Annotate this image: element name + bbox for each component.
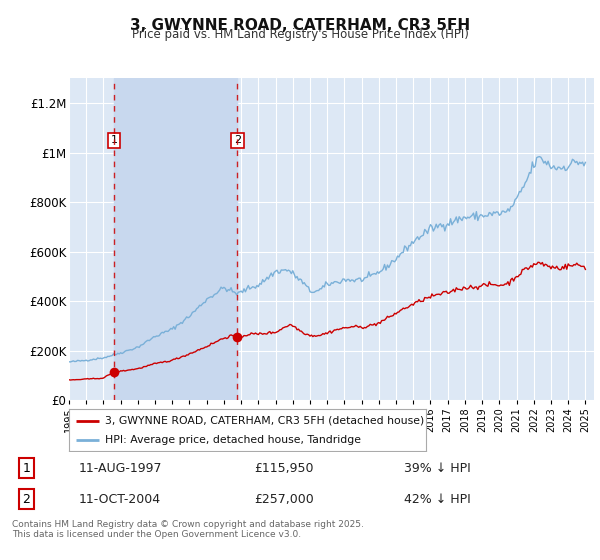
Text: 1: 1 — [22, 462, 31, 475]
Text: £257,000: £257,000 — [254, 493, 314, 506]
Text: 1: 1 — [110, 136, 118, 146]
Text: Price paid vs. HM Land Registry's House Price Index (HPI): Price paid vs. HM Land Registry's House … — [131, 28, 469, 41]
Text: 39% ↓ HPI: 39% ↓ HPI — [404, 462, 470, 475]
Text: 42% ↓ HPI: 42% ↓ HPI — [404, 493, 470, 506]
Text: 3, GWYNNE ROAD, CATERHAM, CR3 5FH (detached house): 3, GWYNNE ROAD, CATERHAM, CR3 5FH (detac… — [105, 416, 424, 426]
Text: 2: 2 — [234, 136, 241, 146]
Text: 3, GWYNNE ROAD, CATERHAM, CR3 5FH: 3, GWYNNE ROAD, CATERHAM, CR3 5FH — [130, 18, 470, 33]
Text: Contains HM Land Registry data © Crown copyright and database right 2025.
This d: Contains HM Land Registry data © Crown c… — [12, 520, 364, 539]
Text: 2: 2 — [22, 493, 31, 506]
Text: HPI: Average price, detached house, Tandridge: HPI: Average price, detached house, Tand… — [105, 435, 361, 445]
Text: £115,950: £115,950 — [254, 462, 313, 475]
Text: 11-AUG-1997: 11-AUG-1997 — [78, 462, 162, 475]
Bar — [114, 78, 238, 400]
Text: 11-OCT-2004: 11-OCT-2004 — [78, 493, 160, 506]
